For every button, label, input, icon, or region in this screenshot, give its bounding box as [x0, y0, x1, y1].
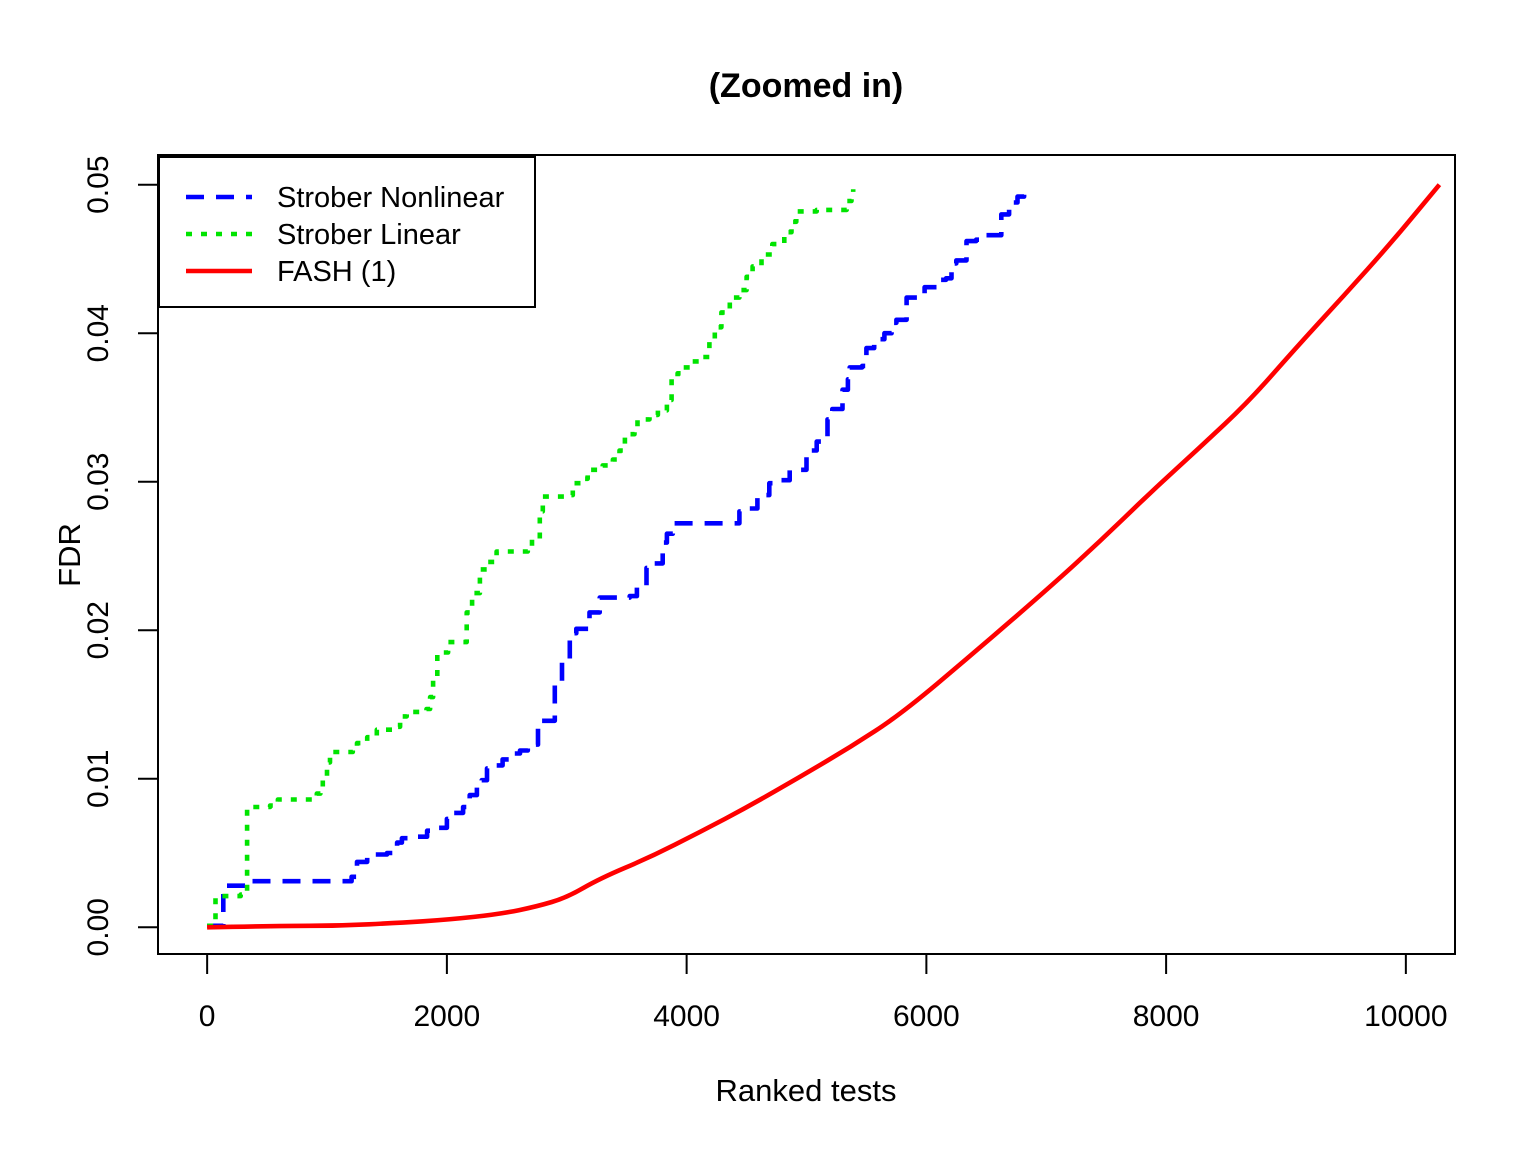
x-tick-label: 6000 — [893, 1000, 960, 1033]
x-tick-label: 8000 — [1133, 1000, 1200, 1033]
legend-label-strober-linear: Strober Linear — [277, 219, 461, 251]
y-tick-label: 0.03 — [82, 453, 115, 511]
legend-line-samples — [186, 194, 252, 274]
legend: Strober Nonlinear Strober Linear FASH (1… — [158, 156, 536, 308]
x-tick-label: 4000 — [653, 1000, 720, 1033]
chart-title: (Zoomed in) — [709, 67, 904, 105]
x-tick-label: 2000 — [414, 1000, 481, 1033]
y-tick-label: 0.00 — [82, 898, 115, 956]
y-axis-label: FDR — [52, 523, 87, 587]
x-axis-label: Ranked tests — [716, 1073, 897, 1108]
plot-box — [157, 154, 1456, 955]
series-line-fash-1- — [207, 183, 1442, 930]
y-tick-label: 0.05 — [82, 156, 115, 214]
y-tick-label: 0.04 — [82, 304, 115, 362]
y-axis-ticks: 0.00 0.01 0.02 0.03 0.04 0.05 — [82, 156, 158, 956]
y-tick-label: 0.02 — [82, 601, 115, 659]
x-tick-label: 0 — [199, 1000, 216, 1033]
legend-label-strober-nonlinear: Strober Nonlinear — [277, 182, 505, 214]
series-line-strober-linear — [207, 189, 856, 929]
legend-label-fash: FASH (1) — [277, 256, 396, 288]
series-lines — [207, 183, 1442, 930]
x-axis-ticks: 0 2000 4000 6000 8000 10000 — [199, 954, 1448, 1033]
x-tick-label: 10000 — [1364, 1000, 1447, 1033]
y-tick-label: 0.01 — [82, 750, 115, 808]
